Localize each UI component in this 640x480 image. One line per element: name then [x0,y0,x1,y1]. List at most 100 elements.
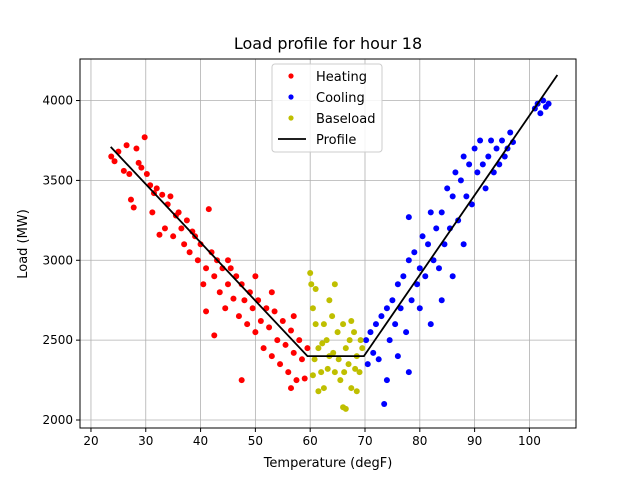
baseload-point [345,361,352,368]
heating-point [200,281,207,288]
heating-point [298,356,305,363]
heating-point [268,353,275,360]
cooling-point [435,265,442,272]
cooling-point [414,281,421,288]
heating-point [183,217,190,224]
baseload-point [326,297,333,304]
heating-point [111,158,118,165]
baseload-point [312,321,319,328]
heating-point [277,361,284,368]
heating-point [178,225,185,232]
baseload-point [334,329,341,336]
baseload-point [309,372,316,379]
heating-point [293,377,300,384]
baseload-point [348,385,355,392]
cooling-point [449,273,456,280]
heating-point [301,375,308,382]
heating-point [268,289,275,296]
y-tick-label: 3000 [42,253,73,267]
baseload-point [318,369,325,376]
heating-point [230,295,237,302]
heating-point [290,313,297,320]
cooling-point [477,137,484,144]
baseload-point [352,365,359,372]
legend-baseload-label: Baseload [316,112,375,127]
heating-point [120,167,127,174]
legend-profile-label: Profile [316,133,356,148]
cooling-point [545,100,552,107]
cooling-point [425,241,432,248]
chart-title: Load profile for hour 18 [234,34,422,53]
cooling-point [427,209,434,216]
heating-point [279,317,286,324]
heating-point [244,321,251,328]
cooling-point [416,305,423,312]
cooling-point [372,321,379,328]
baseload-point [315,388,322,395]
cooling-point [422,273,429,280]
cooling-point [493,145,500,152]
heating-point [161,225,168,232]
cooling-point [463,193,470,200]
baseload-point [337,377,344,384]
heating-point [252,273,259,280]
plot-data [108,74,559,412]
legend: Heating Cooling Baseload Profile [271,63,383,153]
baseload-point [341,369,348,376]
heating-point [156,231,163,238]
baseload-point [351,329,358,336]
cooling-point [537,110,544,117]
heating-point [203,308,210,315]
y-tick-label: 4000 [42,94,73,108]
baseload-point [308,281,315,288]
baseload-point [356,369,363,376]
baseload-point [320,321,327,328]
cooling-point [460,241,467,248]
cooling-point [400,273,407,280]
heating-point [290,349,297,356]
cooling-point [449,193,456,200]
y-tick-label: 2500 [42,333,73,347]
cooling-point [479,161,486,168]
heating-point [167,193,174,200]
heating-point [227,265,234,272]
heating-point [133,145,140,152]
heating-point [249,305,256,312]
heating-point [224,257,231,264]
x-tick-label: 60 [303,434,318,448]
plot-frame [79,58,577,429]
baseload-point [311,356,318,363]
baseload-point [331,281,338,288]
cooling-point [471,145,478,152]
baseload-point [342,405,349,412]
baseload-point [324,365,331,372]
x-tick-label: 40 [193,434,208,448]
cooling-point [466,161,473,168]
heating-point [175,209,182,216]
baseload-point [320,385,327,392]
y-tick-label: 2000 [42,413,73,427]
heating-point [282,341,289,348]
baseload-point [359,345,366,352]
cooling-point [370,349,377,356]
legend-heating-label: Heating [316,70,367,85]
heating-point [153,185,160,192]
heating-point [274,337,281,344]
heating-point [304,345,311,352]
heating-point [181,241,188,248]
heating-point [126,171,133,178]
cooling-point [411,249,418,256]
baseload-point [353,388,360,395]
heating-point [211,273,218,280]
baseload-point [309,305,316,312]
cooling-point [488,137,495,144]
cooling-point [460,153,467,160]
x-axis-label: Temperature (degF) [263,456,393,471]
heating-point [296,337,303,344]
heating-point [143,171,150,178]
cooling-point [499,137,506,144]
y-tick-label: 3500 [42,173,73,187]
cooling-point [386,337,393,344]
heating-point [127,196,134,203]
cooling-point [485,153,492,160]
